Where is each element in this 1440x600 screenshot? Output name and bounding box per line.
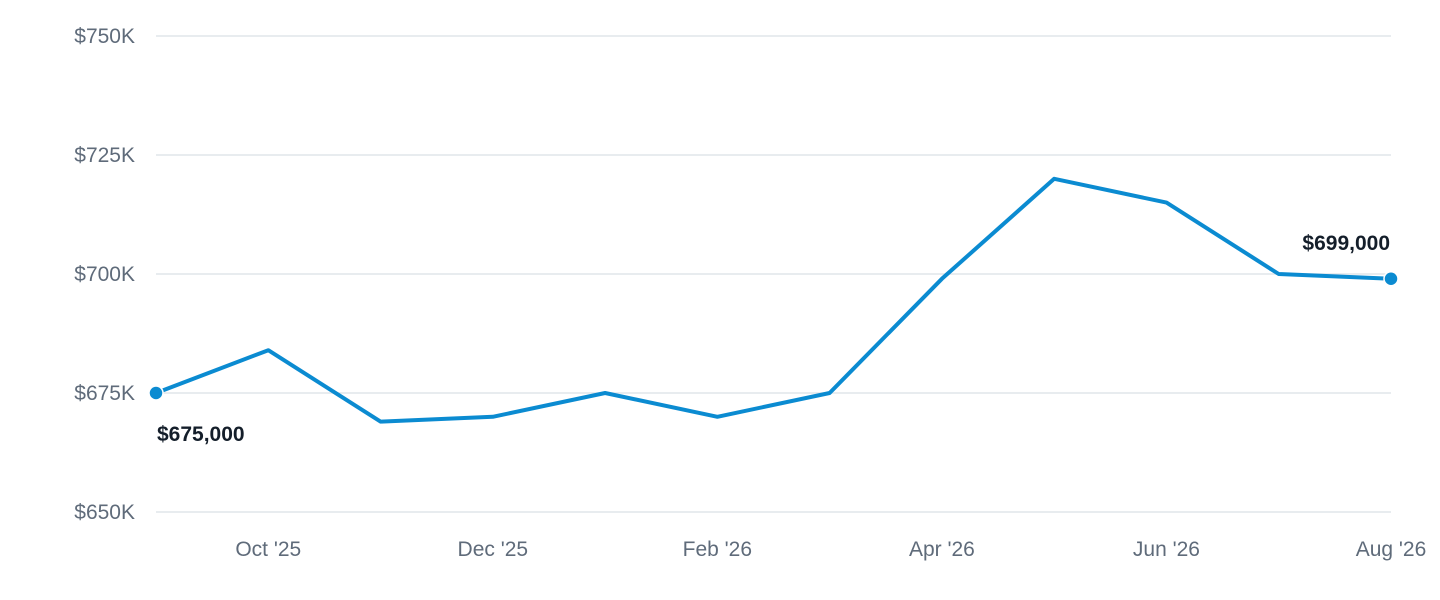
y-tick-label: $700K (74, 263, 135, 286)
data-point (148, 385, 164, 401)
y-tick-label: $725K (74, 144, 135, 167)
data-label: $675,000 (157, 423, 245, 446)
annotation-layer: $675,000 $699,000 (157, 232, 1390, 446)
x-tick-label: Apr '26 (909, 538, 975, 561)
series-layer (148, 176, 1399, 424)
data-point (1383, 271, 1399, 287)
y-tick-label: $675K (74, 382, 135, 405)
series-line (154, 176, 1393, 424)
x-axis: Oct '25 Dec '25 Feb '26 Apr '26 Jun '26 Aug '… (235, 538, 1426, 561)
x-tick-label: Jun '26 (1133, 538, 1200, 561)
data-label: $699,000 (1302, 232, 1390, 255)
x-tick-label: Dec '25 (458, 538, 529, 561)
x-tick-label: Oct '25 (235, 538, 301, 561)
x-tick-label: Aug '26 (1356, 538, 1427, 561)
y-axis: $750K $725K $700K $675K $650K (74, 25, 135, 524)
y-tick-label: $650K (74, 501, 135, 524)
y-tick-label: $750K (74, 25, 135, 48)
grid-layer (156, 35, 1391, 513)
x-tick-label: Feb '26 (683, 538, 752, 561)
